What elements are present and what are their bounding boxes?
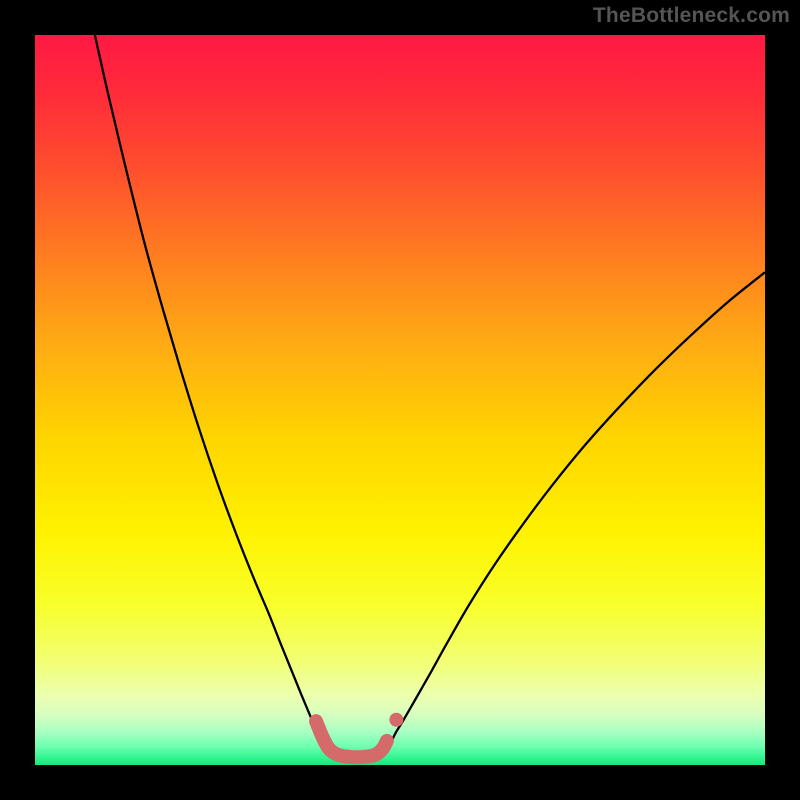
marker-dot (389, 713, 403, 727)
plot-area (35, 35, 765, 765)
bottleneck-chart: TheBottleneck.com (0, 0, 800, 800)
chart-svg (0, 0, 800, 800)
watermark-label: TheBottleneck.com (593, 4, 790, 28)
